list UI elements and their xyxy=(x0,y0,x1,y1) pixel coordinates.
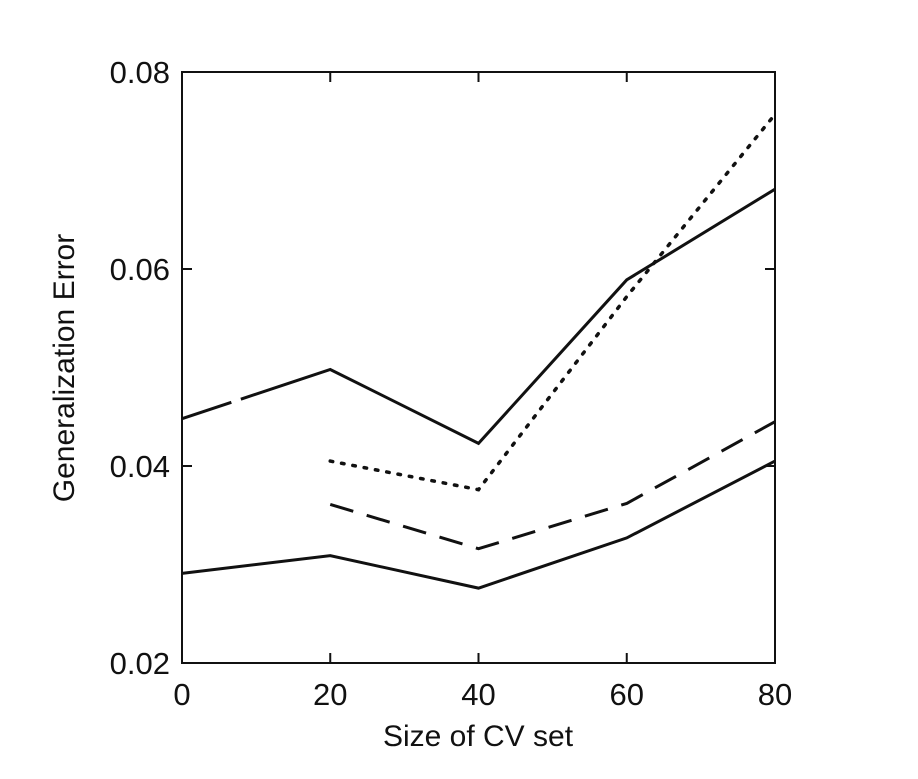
x-tick-label: 40 xyxy=(461,677,495,712)
y-axis-label: Generalization Error xyxy=(48,234,81,502)
series-layer xyxy=(181,112,777,590)
axis-ticks: 0 20 40 60 80 0.02 0.04 0.06 0.08 xyxy=(110,55,793,712)
plot-frame xyxy=(181,71,776,664)
y-tick-label: 0.04 xyxy=(110,449,170,484)
series-line-1-solid xyxy=(181,187,776,446)
y-tick-label: 0.02 xyxy=(110,646,170,681)
y-tick-label: 0.06 xyxy=(110,252,170,287)
y-tick-label: 0.08 xyxy=(110,55,170,90)
x-tick-label: 80 xyxy=(758,677,792,712)
x-axis-label: Size of CV set xyxy=(383,720,574,753)
series-line-3-dashed xyxy=(329,420,776,551)
series-line-4-solid xyxy=(181,459,776,590)
series-line-2-dotted xyxy=(328,112,777,492)
x-tick-label: 0 xyxy=(173,677,190,712)
x-tick-label: 20 xyxy=(313,677,347,712)
x-tick-label: 60 xyxy=(610,677,644,712)
